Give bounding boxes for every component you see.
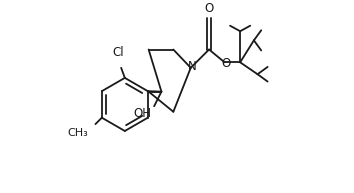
Text: CH₃: CH₃ (67, 128, 88, 138)
Text: N: N (188, 60, 196, 73)
Text: O: O (221, 57, 230, 70)
Text: OH: OH (133, 107, 151, 120)
Text: O: O (204, 2, 214, 15)
Text: Cl: Cl (113, 46, 124, 59)
